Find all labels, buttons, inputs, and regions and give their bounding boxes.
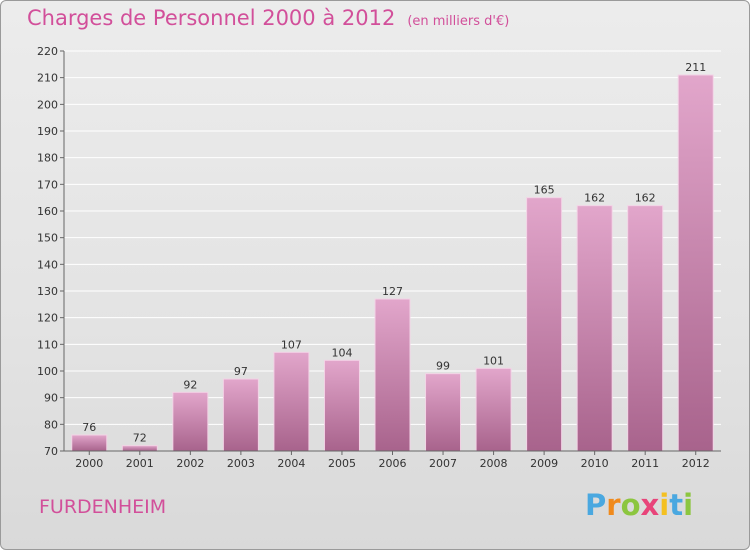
data-label: 127 [382,285,403,298]
logo-letter: t [669,488,684,522]
x-tick-label: 2011 [631,457,659,470]
x-tick-label: 2000 [75,457,103,470]
bar-2000 [71,434,108,452]
bar-2003 [222,378,259,452]
data-label: 97 [234,365,248,378]
bar-2002 [172,391,209,452]
bar-2010 [576,205,613,452]
data-label: 101 [483,354,504,367]
bar-2012 [677,74,714,452]
y-tick-label: 70 [44,445,58,458]
data-label: 107 [281,338,302,351]
data-label: 211 [685,61,706,74]
bar-2008 [475,367,512,452]
y-tick-label: 110 [37,338,58,351]
data-label: 92 [183,378,197,391]
bar-2011 [627,205,664,452]
bar-2001 [121,445,158,452]
x-tick-label: 2012 [682,457,710,470]
commune-name: FURDENHEIM [39,496,167,518]
bar-2006 [374,298,411,452]
x-tick-label: 2009 [530,457,558,470]
chart-title: Charges de Personnel 2000 à 2012 [27,6,396,30]
proxiti-logo: Proxiti [585,488,693,522]
bar-2004 [273,351,310,452]
y-tick-label: 130 [37,285,58,298]
y-tick-label: 220 [37,45,58,58]
y-tick-label: 200 [37,98,58,111]
logo-letter: x [640,488,660,522]
x-tick-label: 2007 [429,457,457,470]
data-label: 72 [133,432,147,445]
data-label: 99 [436,360,450,373]
y-tick-label: 100 [37,365,58,378]
chart-subtitle: (en milliers d'€) [407,14,510,29]
data-label: 104 [331,346,352,359]
y-tick-label: 140 [37,258,58,271]
data-label: 162 [635,192,656,205]
axes: 7080901001101201301401501601701801902002… [37,45,721,470]
y-tick-label: 210 [37,72,58,85]
x-tick-label: 2003 [227,457,255,470]
x-tick-label: 2002 [176,457,204,470]
bar-2007 [425,373,462,452]
data-label: 76 [82,421,96,434]
x-tick-label: 2004 [277,457,305,470]
bars: 76 72 92 97 107 104 127 99 101 165 162 162 211 [71,61,714,452]
y-tick-label: 160 [37,205,58,218]
title-row: Charges de Personnel 2000 à 2012 (en mill… [27,6,509,30]
logo-letter: P [585,488,607,522]
y-tick-label: 180 [37,152,58,165]
logo-letter: i [659,488,670,522]
data-label: 165 [534,184,555,197]
x-tick-label: 2005 [328,457,356,470]
x-tick-label: 2006 [379,457,407,470]
logo-letter: o [620,488,641,522]
y-tick-label: 80 [44,418,58,431]
data-label: 162 [584,192,605,205]
bar-2005 [323,359,360,452]
x-tick-label: 2010 [581,457,609,470]
x-tick-label: 2001 [126,457,154,470]
logo-letter: r [606,488,621,522]
y-tick-label: 170 [37,178,58,191]
y-tick-label: 190 [37,125,58,138]
bar-2009 [526,197,563,452]
y-tick-label: 90 [44,392,58,405]
y-tick-label: 150 [37,232,58,245]
x-tick-label: 2008 [480,457,508,470]
y-tick-label: 120 [37,312,58,325]
logo-letter: i [683,488,694,522]
